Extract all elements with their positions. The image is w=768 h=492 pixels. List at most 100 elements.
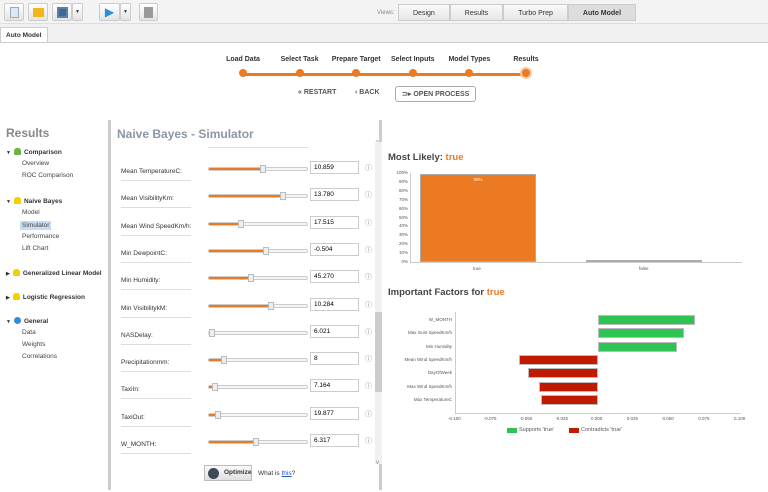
info-icon[interactable]: ⓘ	[365, 383, 372, 391]
sidebar-group[interactable]: ▼ General	[6, 317, 48, 325]
scrollbar-thumb[interactable]	[375, 312, 383, 392]
sidebar-item[interactable]: Correlations	[22, 353, 58, 360]
factor-bar[interactable]	[527, 368, 598, 379]
slider[interactable]	[208, 410, 308, 419]
value-input[interactable]	[310, 406, 359, 420]
expanded-arrow-icon[interactable]: ▼	[6, 319, 11, 325]
factor-bar[interactable]	[598, 328, 684, 339]
slider-thumb[interactable]	[267, 301, 274, 310]
factor-bar[interactable]	[539, 381, 598, 392]
scrollbar[interactable]: ^ v	[375, 140, 383, 466]
back-button[interactable]: ‹ BACK	[355, 89, 380, 96]
wizard-step-dot[interactable]	[465, 69, 474, 77]
slider[interactable]	[208, 274, 308, 283]
value-input[interactable]	[310, 161, 359, 174]
value-input[interactable]	[310, 434, 359, 447]
sidebar-item[interactable]: Performance	[22, 233, 60, 240]
slider[interactable]	[208, 301, 308, 310]
slider[interactable]	[208, 438, 308, 446]
slider-thumb[interactable]	[280, 192, 287, 201]
double-chevron-left-icon: «	[298, 89, 304, 96]
wizard-step-dot[interactable]	[522, 69, 530, 77]
slider[interactable]	[208, 383, 308, 392]
info-icon[interactable]: ⓘ	[365, 328, 372, 336]
slider[interactable]	[208, 192, 308, 201]
slider[interactable]	[208, 165, 308, 173]
slider-thumb[interactable]	[238, 219, 245, 228]
slider-thumb[interactable]	[214, 410, 221, 419]
info-icon[interactable]: ⓘ	[365, 165, 372, 172]
wizard-step-dot[interactable]	[352, 69, 361, 77]
scroll-up-icon[interactable]: ^	[376, 140, 379, 146]
sidebar-item[interactable]: Lift Chart	[22, 245, 49, 252]
view-results[interactable]: Results	[449, 4, 504, 21]
view-auto-model[interactable]: Auto Model	[567, 4, 637, 21]
bar-false[interactable]	[585, 260, 703, 262]
sidebar-item[interactable]: Overview	[22, 160, 50, 167]
sidebar-group[interactable]: ▼ Naive Bayes	[6, 197, 62, 205]
wizard-step-dot[interactable]	[295, 69, 304, 77]
slider-thumb[interactable]	[211, 383, 218, 392]
factor-bar[interactable]	[519, 354, 598, 365]
expanded-arrow-icon[interactable]: ▼	[6, 199, 11, 205]
this-link[interactable]: this	[281, 470, 292, 477]
info-icon[interactable]: ⓘ	[365, 192, 372, 200]
info-icon[interactable]: ⓘ	[365, 219, 372, 227]
factor-bar[interactable]	[598, 341, 677, 352]
view-turbo-prep[interactable]: Turbo Prep	[503, 4, 568, 21]
collapsed-arrow-icon[interactable]: ▶	[6, 295, 10, 301]
tab-auto-model[interactable]: Auto Model	[0, 27, 48, 43]
slider[interactable]	[208, 356, 308, 365]
info-icon[interactable]: ⓘ	[365, 410, 372, 418]
sidebar-item[interactable]: Model	[22, 209, 40, 216]
info-icon[interactable]: ⓘ	[365, 438, 372, 445]
new-file-button[interactable]	[4, 3, 24, 21]
open-process-button[interactable]: ⊃▸ OPEN PROCESS	[395, 86, 477, 102]
sidebar-group[interactable]: ▶ Generalized Linear Model	[6, 269, 102, 277]
info-icon[interactable]: ⓘ	[365, 274, 372, 282]
slider-thumb[interactable]	[259, 165, 266, 173]
save-dropdown[interactable]: ▼	[72, 3, 83, 21]
value-input[interactable]	[310, 379, 359, 393]
bar-true[interactable]: 99%	[419, 173, 537, 262]
sidebar-group[interactable]: ▼ Comparison	[6, 148, 62, 156]
slider-thumb[interactable]	[253, 438, 260, 446]
optimize-button[interactable]: Optimize	[204, 465, 252, 481]
value-input[interactable]	[310, 215, 359, 229]
slider[interactable]	[208, 328, 308, 337]
view-design[interactable]: Design	[398, 4, 450, 21]
run-button[interactable]: ▶	[99, 3, 120, 21]
info-icon[interactable]: ⓘ	[365, 246, 372, 254]
save-button[interactable]	[52, 3, 72, 21]
expanded-arrow-icon[interactable]: ▼	[6, 150, 11, 156]
run-dropdown[interactable]: ▼	[120, 3, 131, 21]
sidebar-item[interactable]: Simulator	[20, 221, 52, 230]
sidebar-group[interactable]: ▶ Logistic Regression	[6, 293, 85, 301]
info-icon[interactable]: ⓘ	[365, 356, 372, 364]
wizard-step-dot[interactable]	[239, 69, 247, 77]
stop-button[interactable]	[139, 3, 158, 21]
sidebar-item[interactable]: Data	[22, 329, 36, 336]
factor-bar[interactable]	[540, 394, 598, 405]
scroll-down-icon[interactable]: v	[376, 460, 379, 466]
info-icon[interactable]: ⓘ	[365, 301, 372, 309]
value-input[interactable]	[310, 352, 359, 366]
sidebar-item[interactable]: Weights	[22, 341, 46, 348]
value-input[interactable]	[310, 242, 359, 256]
value-input[interactable]	[310, 188, 359, 202]
value-input[interactable]	[310, 324, 359, 338]
sidebar-item[interactable]: ROC Comparison	[22, 172, 74, 179]
collapsed-arrow-icon[interactable]: ▶	[6, 271, 10, 277]
slider-thumb[interactable]	[248, 274, 255, 283]
value-input[interactable]	[310, 297, 359, 311]
restart-button[interactable]: « RESTART	[298, 89, 336, 96]
slider[interactable]	[208, 219, 308, 228]
factor-bar[interactable]	[598, 315, 696, 325]
slider[interactable]	[208, 246, 308, 255]
value-input[interactable]	[310, 270, 359, 284]
slider-thumb[interactable]	[220, 356, 227, 365]
slider-thumb[interactable]	[262, 246, 269, 255]
slider-thumb[interactable]	[208, 328, 215, 337]
open-button[interactable]	[28, 3, 48, 21]
wizard-step-dot[interactable]	[408, 69, 417, 77]
